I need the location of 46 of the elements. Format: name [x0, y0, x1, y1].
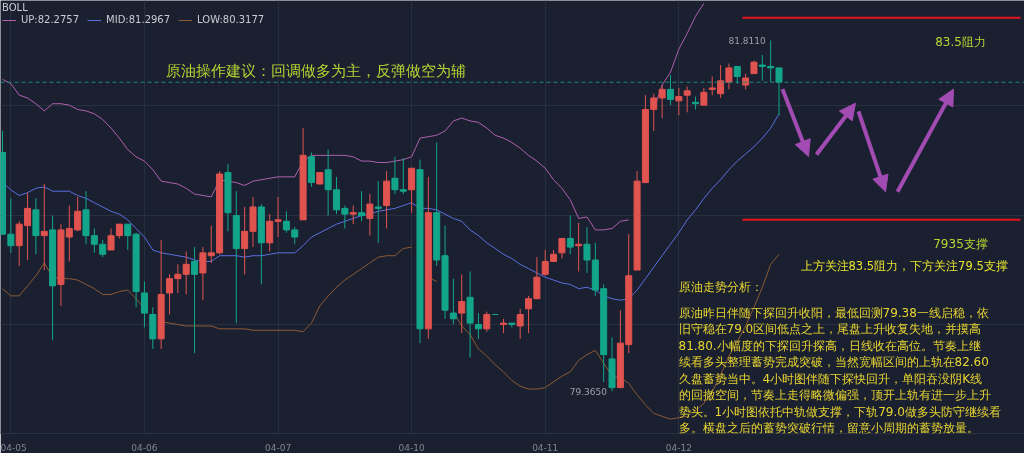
ref-line-label: 83.5阻力 — [935, 34, 986, 49]
candlestick — [683, 86, 691, 113]
candlestick — [374, 180, 382, 244]
candlestick — [366, 193, 374, 237]
candlestick — [666, 74, 674, 106]
candlestick — [566, 215, 574, 255]
legend-label: UP:82.2757 — [21, 14, 80, 25]
candlestick — [558, 238, 566, 260]
annotation: 81.8110 — [728, 36, 766, 46]
candlestick — [483, 311, 491, 333]
x-tick-label: 04-12 — [665, 442, 692, 453]
x-tick-label: 04-06 — [131, 442, 158, 453]
ref-line-label: 7935支撑 — [933, 237, 988, 252]
legend-label: MID:81.2967 — [106, 14, 171, 25]
annotation: 势头。1小时图依托中轨做支撑，下轨79.0做多头防守继续看 — [678, 404, 1001, 419]
candlestick — [274, 196, 282, 238]
candlestick — [458, 273, 466, 334]
text: 原油操作建议：回调做多为主，反弹做空为辅 — [165, 61, 466, 80]
candlestick — [675, 87, 683, 116]
annotation: 79.3650 — [569, 386, 608, 397]
text: 上方关注83.5阻力，下方关注79.5支撑 — [800, 259, 1008, 274]
candlestick — [349, 205, 357, 225]
annotation: 久盘蓄势当中。4小时图伴随下探快回升，单阳吞没阴K线 — [678, 371, 983, 386]
candlestick — [408, 167, 416, 214]
legend-label: LOW:80.3177 — [197, 14, 265, 25]
annotation: 多。横盘之后的蓄势突破行情，留意小周期的蓄势放量。 — [678, 421, 979, 436]
candlestick — [449, 278, 457, 326]
x-tick-label: 04-07 — [264, 442, 292, 453]
annotation: 的回撤空间，节奏上走得略微偏强，顶开上轨有进一步上升 — [678, 388, 991, 403]
annotation: 81.80.小幅度的下探回升探高，日线收在高位。节奏上继 — [678, 338, 981, 353]
candlestick — [241, 206, 249, 275]
x-tick-label: 04-10 — [398, 442, 425, 453]
candlestick — [191, 246, 199, 354]
legend-title: BOLL — [2, 2, 29, 13]
annotation: 原油昨日伴随下探回升收阳，最低回测79.38一线启稳，依 — [678, 305, 989, 320]
annotation: 续看多头整理蓄势完成突破，当然宽幅区间的上轨在82.60 — [678, 355, 989, 370]
candlestick — [266, 213, 274, 252]
annotation: 原油走势分析： — [678, 280, 763, 295]
candlestick — [474, 312, 482, 340]
x-tick-label: 04-05 — [0, 442, 27, 453]
candlestick — [358, 190, 366, 222]
candlestick — [140, 281, 148, 328]
candlestick — [516, 308, 524, 340]
x-tick-label: 04-11 — [532, 442, 559, 453]
annotation: 旧守稳在79.0区间低点之上，尾盘上升收复失地，并摸高 — [678, 322, 982, 337]
candlestick — [40, 183, 48, 271]
